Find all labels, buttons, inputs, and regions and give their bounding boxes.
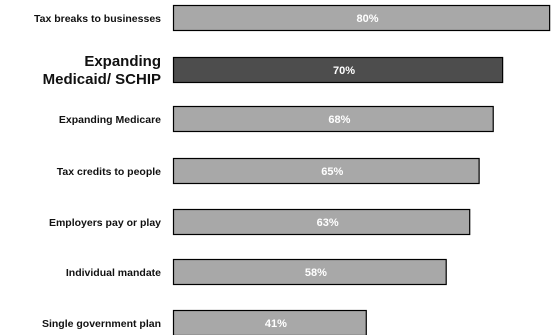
bar-1 xyxy=(172,56,504,84)
value-label-3: 65% xyxy=(321,166,343,178)
value-label-4: 63% xyxy=(317,217,339,229)
bar-0 xyxy=(172,4,551,32)
category-label-3: Tax credits to people xyxy=(57,166,161,178)
category-label-0: Tax breaks to businesses xyxy=(34,13,161,25)
value-label-5: 58% xyxy=(305,267,327,279)
category-label-2: Expanding Medicare xyxy=(59,114,161,126)
value-label-0: 80% xyxy=(357,13,379,25)
category-label-1: Expanding Medicaid/ SCHIP xyxy=(43,53,161,88)
value-label-6: 41% xyxy=(265,318,287,330)
bar-3 xyxy=(172,157,480,185)
category-label-5: Individual mandate xyxy=(66,267,161,279)
bar-2 xyxy=(172,105,494,133)
value-label-2: 68% xyxy=(328,114,350,126)
bar-5 xyxy=(172,258,447,286)
bar-6 xyxy=(172,309,367,335)
category-label-4: Employers pay or play xyxy=(49,217,161,229)
value-label-1: 70% xyxy=(333,65,355,77)
category-labels-group: Tax breaks to businesses Expanding Medicai… xyxy=(34,13,161,330)
bar-4 xyxy=(172,208,471,236)
category-label-6: Single government plan xyxy=(42,318,161,330)
bars-group: 80% 70% 68% 65% 63% 58% 41% xyxy=(172,4,551,335)
